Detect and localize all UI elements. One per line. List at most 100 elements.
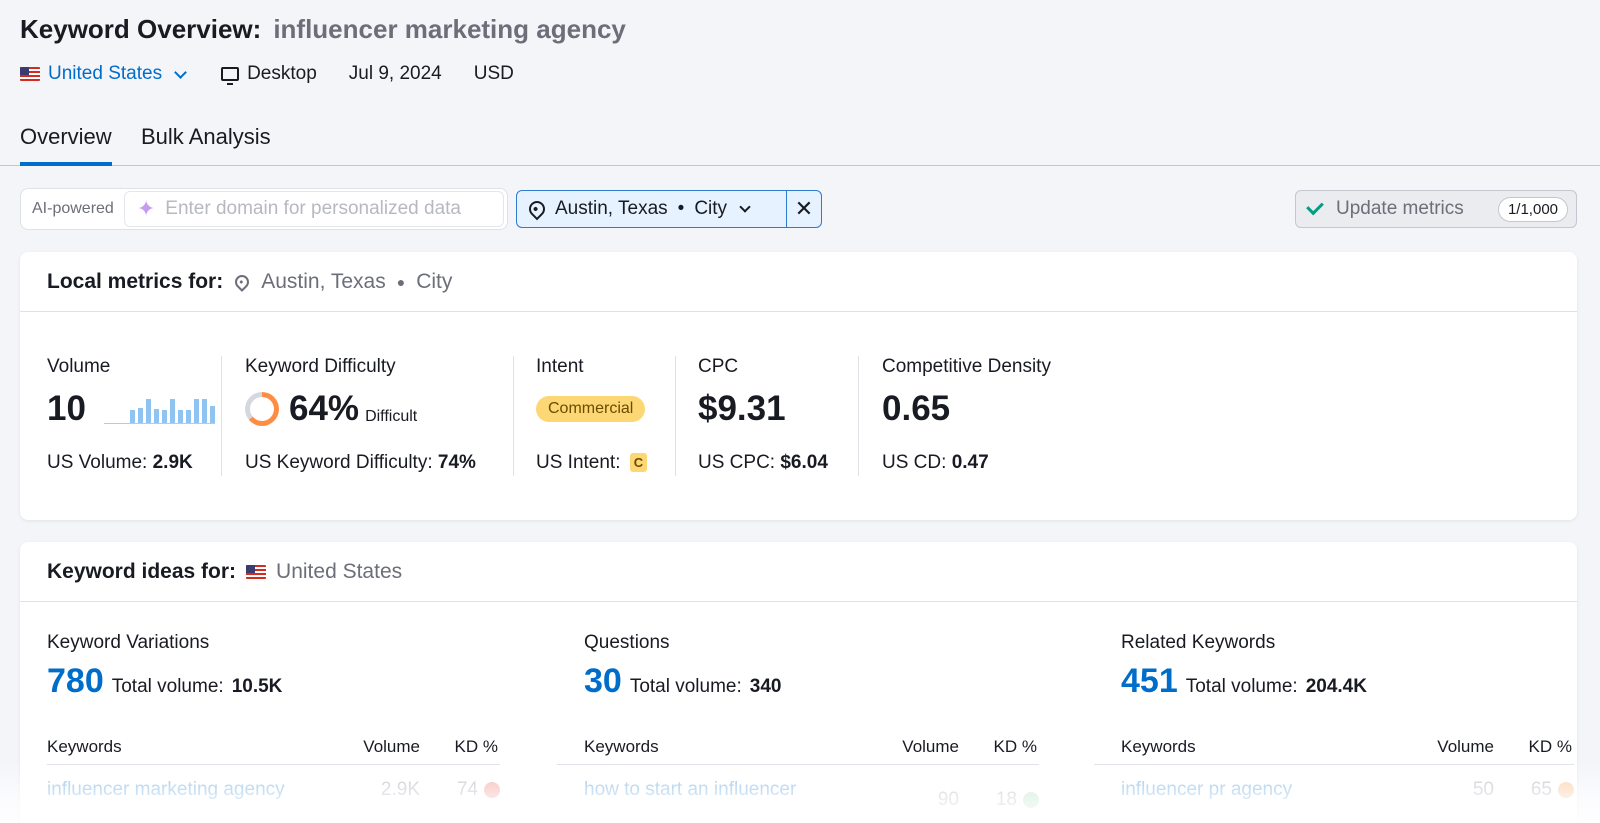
column-header-keywords: Keywords	[1121, 737, 1196, 756]
column-header-volume: Volume	[902, 737, 959, 756]
divider	[858, 356, 859, 476]
page-title-keyword: influencer marketing agency	[273, 14, 626, 44]
kd-label: Keyword Difficulty	[245, 356, 396, 377]
update-count-badge: 1/1,000	[1497, 196, 1568, 222]
us-cpc-label: US CPC:	[698, 452, 776, 473]
cpc-value: $9.31	[698, 389, 786, 428]
divider	[221, 356, 222, 476]
keyword-link[interactable]: how to start an influencer	[584, 779, 797, 800]
us-flag-icon	[246, 564, 267, 579]
column-header-keywords: Keywords	[584, 737, 659, 756]
table-header: Keywords Volume KD %	[1094, 737, 1574, 765]
tab-overview[interactable]: Overview	[20, 124, 112, 166]
us-cd-label: US CD:	[882, 452, 947, 473]
us-volume-value: 2.9K	[152, 452, 193, 473]
keyword-link[interactable]: influencer pr agency	[1121, 779, 1293, 800]
ai-input-wrapper: ✦	[123, 191, 504, 227]
related-keywords-summary: 451 Total volume: 204.4K	[1121, 662, 1574, 701]
volume-value: 10	[47, 389, 86, 428]
us-volume-label: US Volume:	[47, 452, 148, 473]
device-selector[interactable]: Desktop	[221, 63, 317, 85]
country-label: United States	[48, 63, 163, 84]
total-volume-label: Total volume:	[1185, 676, 1298, 697]
keyword-link[interactable]: influencer marketing agency	[47, 779, 285, 800]
separator-dot-icon: •	[677, 198, 685, 219]
kd-value: 18	[995, 789, 1017, 810]
us-cd-value: 0.47	[951, 452, 989, 473]
ai-domain-box: AI-powered ✦	[20, 188, 508, 230]
keyword-ideas-country: United States	[276, 559, 403, 583]
tab-bulk-analysis[interactable]: Bulk Analysis	[141, 124, 271, 149]
local-metrics-card: Local metrics for: Austin, Texas ● City …	[20, 252, 1577, 520]
location-city: Austin, Texas	[555, 198, 668, 219]
domain-input[interactable]	[165, 198, 486, 220]
divider	[675, 356, 676, 476]
keyword-volume: 90	[937, 789, 959, 810]
trend-bar	[129, 410, 135, 423]
intent-label: Intent	[536, 356, 584, 377]
keyword-variations-count[interactable]: 780	[47, 662, 104, 700]
keyword-volume: 50	[1472, 779, 1494, 800]
table-header: Keywords Volume KD %	[47, 737, 500, 765]
questions-column: Questions 30 Total volume: 340 Keywords …	[557, 632, 1039, 811]
related-keywords-column: Related Keywords 451 Total volume: 204.4…	[1094, 632, 1574, 801]
keyword-kd: 65	[1494, 779, 1574, 801]
kd-value-row: 64% Difficult	[245, 388, 476, 430]
trend-bar	[177, 410, 183, 423]
trend-bar	[185, 410, 191, 423]
local-metrics-heading: Local metrics for:	[47, 269, 224, 293]
column-header-volume: Volume	[1437, 737, 1494, 756]
desktop-icon	[221, 67, 240, 85]
update-metrics-button[interactable]: Update metrics 1/1,000	[1295, 190, 1577, 228]
trend-bar	[137, 408, 143, 423]
currency-selector[interactable]: USD	[473, 63, 514, 84]
intent-badge[interactable]: Commercial	[536, 396, 646, 422]
local-metrics-type: City	[416, 269, 453, 293]
column-header-kd: KD %	[454, 737, 498, 756]
cpc-label: CPC	[698, 356, 739, 377]
kd-value: 74	[456, 779, 478, 800]
trend-bar	[153, 409, 159, 423]
table-row: how to start an influencer 90 18	[584, 779, 1039, 811]
questions-title: Questions	[584, 632, 670, 653]
related-keywords-count[interactable]: 451	[1121, 662, 1178, 700]
questions-count[interactable]: 30	[584, 662, 622, 700]
us-cpc: US CPC: $6.04	[698, 452, 828, 474]
close-icon[interactable]: ✕	[794, 196, 814, 221]
date-selector[interactable]: Jul 9, 2024	[348, 63, 442, 84]
kd-dot-icon	[1558, 782, 1574, 798]
us-intent-badge[interactable]: C	[629, 453, 648, 472]
keyword-variations-total: 10.5K	[231, 676, 283, 697]
keyword-ideas-header: Keyword ideas for: United States	[20, 542, 1577, 602]
location-dropdown[interactable]: Austin, Texas • City	[517, 191, 787, 227]
column-header-volume: Volume	[363, 737, 420, 756]
location-type: City	[694, 198, 728, 219]
cd-value: 0.65	[882, 389, 951, 428]
questions-summary: 30 Total volume: 340	[584, 662, 1037, 701]
trend-bar	[193, 399, 199, 423]
intent-value-row: Commercial	[536, 388, 647, 430]
keyword-kd: 74	[420, 779, 500, 801]
separator-dot-icon: ●	[396, 273, 406, 290]
keyword-ideas-card: Keyword ideas for: United States Keyword…	[20, 542, 1577, 823]
table-row: influencer marketing agency 2.9K 74	[47, 779, 500, 801]
location-filter: Austin, Texas • City ✕	[516, 190, 822, 228]
page-title: Keyword Overview: influencer marketing a…	[20, 14, 626, 45]
page-title-label: Keyword Overview:	[20, 14, 262, 44]
total-volume-label: Total volume:	[629, 676, 742, 697]
us-volume: US Volume: 2.9K	[47, 452, 215, 474]
related-keywords-title: Related Keywords	[1121, 632, 1276, 653]
intent-metric: Intent Commercial US Intent: C	[536, 356, 648, 474]
keyword-variations-summary: 780 Total volume: 10.5K	[47, 662, 500, 701]
volume-trend-chart[interactable]	[103, 394, 215, 424]
volume-value-row: 10	[47, 388, 215, 430]
us-kd-label: US Keyword Difficulty:	[245, 452, 433, 473]
keyword-variations-table: Keywords Volume KD % influencer marketin…	[47, 737, 500, 801]
country-selector[interactable]: United States	[20, 63, 191, 85]
total-volume-label: Total volume:	[111, 676, 224, 697]
us-kd: US Keyword Difficulty: 74%	[245, 452, 476, 474]
device-label: Desktop	[247, 63, 317, 84]
kd-value: 65	[1530, 779, 1552, 800]
cpc-metric: CPC $9.31 US CPC: $6.04	[698, 356, 828, 474]
us-kd-value: 74%	[437, 452, 476, 473]
